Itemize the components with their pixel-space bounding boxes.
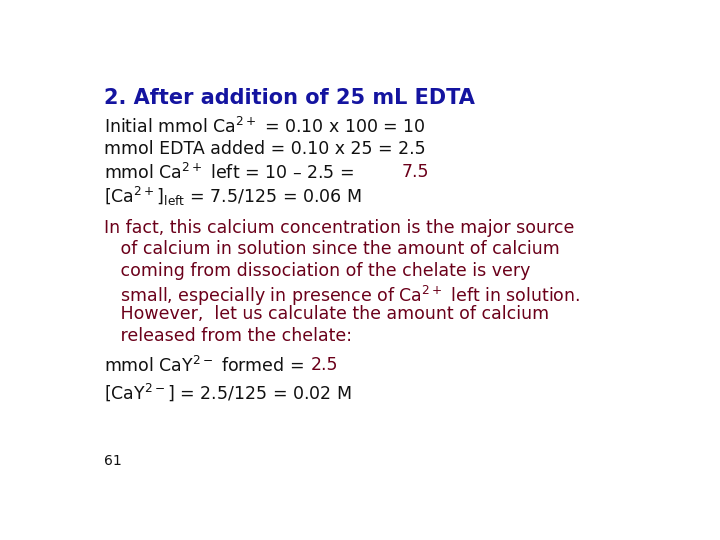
Text: mmol CaY$^{2-}$ formed =: mmol CaY$^{2-}$ formed = (104, 356, 306, 376)
Text: mmol Ca$^{2+}$ left = 10 – 2.5 =: mmol Ca$^{2+}$ left = 10 – 2.5 = (104, 163, 356, 183)
Text: 61: 61 (104, 454, 122, 468)
Text: 7.5: 7.5 (401, 163, 429, 180)
Text: coming from dissociation of the chelate is very: coming from dissociation of the chelate … (104, 262, 531, 280)
Text: In fact, this calcium concentration is the major source: In fact, this calcium concentration is t… (104, 219, 575, 237)
Text: 2. After addition of 25 mL EDTA: 2. After addition of 25 mL EDTA (104, 87, 474, 107)
Text: released from the chelate:: released from the chelate: (104, 327, 352, 345)
Text: [CaY$^{2-}$] = 2.5/125 = 0.02 M: [CaY$^{2-}$] = 2.5/125 = 0.02 M (104, 382, 351, 403)
Text: 2.5: 2.5 (310, 356, 338, 374)
Text: mmol EDTA added = 0.10 x 25 = 2.5: mmol EDTA added = 0.10 x 25 = 2.5 (104, 140, 426, 158)
Text: small, especially in presence of Ca$^{2+}$ left in solution.: small, especially in presence of Ca$^{2+… (104, 284, 580, 308)
Text: Initial mmol Ca$^{2+}$ = 0.10 x 100 = 10: Initial mmol Ca$^{2+}$ = 0.10 x 100 = 10 (104, 117, 426, 137)
Text: However,  let us calculate the amount of calcium: However, let us calculate the amount of … (104, 305, 549, 323)
Text: [Ca$^{2+}$]$_{\mathregular{left}}$ = 7.5/125 = 0.06 M: [Ca$^{2+}$]$_{\mathregular{left}}$ = 7.5… (104, 185, 361, 208)
Text: of calcium in solution since the amount of calcium: of calcium in solution since the amount … (104, 240, 559, 258)
